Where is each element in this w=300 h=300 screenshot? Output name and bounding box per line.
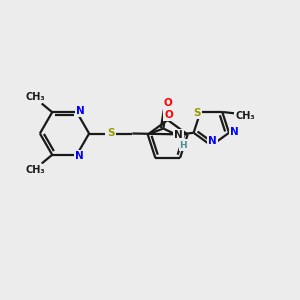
Text: N: N <box>76 106 85 116</box>
Text: CH₃: CH₃ <box>26 92 46 102</box>
Text: N: N <box>174 130 183 140</box>
Text: O: O <box>163 98 172 108</box>
Text: CH₃: CH₃ <box>26 165 46 175</box>
Text: CH₃: CH₃ <box>235 112 255 122</box>
Text: H: H <box>180 140 187 149</box>
Text: N: N <box>230 127 239 136</box>
Text: N: N <box>208 136 217 146</box>
Text: S: S <box>107 128 115 139</box>
Text: O: O <box>164 110 173 120</box>
Text: S: S <box>194 108 201 118</box>
Text: N: N <box>75 151 84 161</box>
